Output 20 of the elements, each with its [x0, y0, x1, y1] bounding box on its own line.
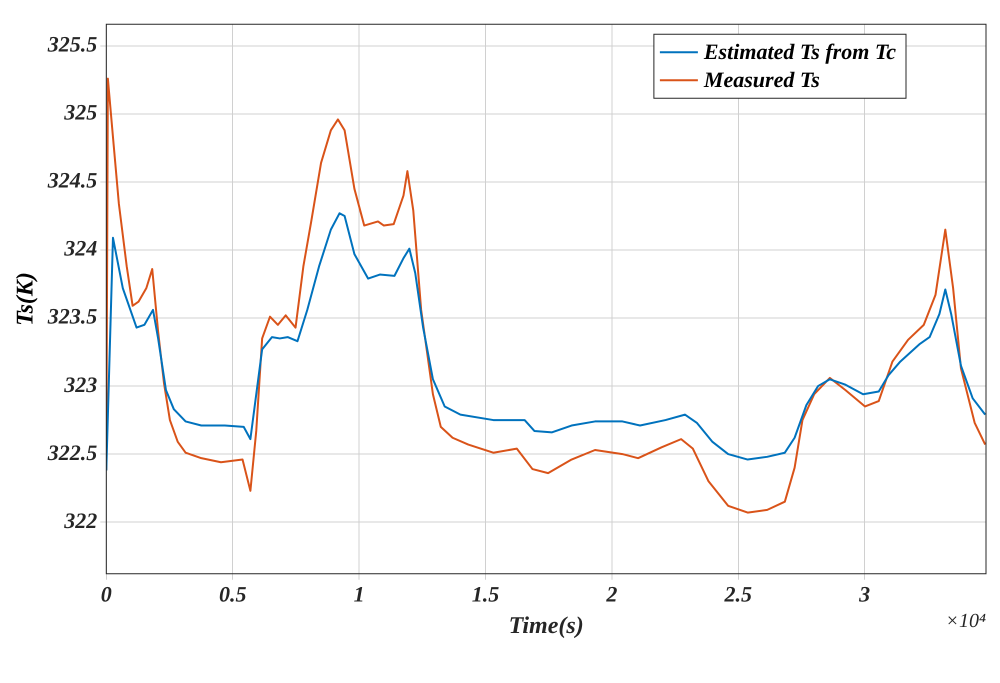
x-tick-label: 1	[354, 582, 365, 607]
y-tick-label: 322.5	[46, 440, 98, 465]
legend-label: Measured Ts	[702, 66, 820, 92]
x-axis-title: Time(s)	[508, 612, 584, 639]
y-tick-label: 325.5	[46, 32, 98, 57]
y-tick-label: 322	[63, 508, 98, 533]
y-axis-title: Ts(K)	[12, 272, 39, 326]
y-tick-label: 324	[63, 236, 98, 261]
x-tick-label: 2	[605, 582, 618, 607]
x-tick-label: 1.5	[472, 582, 500, 607]
x-tick-label: 2.5	[724, 582, 752, 607]
y-tick-label: 324.5	[46, 168, 98, 193]
x-tick-label: 0	[100, 582, 112, 607]
x-tick-label: 0.5	[218, 582, 246, 607]
x-tick-label: 3	[858, 582, 870, 607]
text: ×10⁴	[946, 610, 986, 632]
y-tick-label: 323.5	[46, 304, 98, 329]
y-tick-label: 323	[63, 372, 98, 397]
y-tick-label: 325	[63, 100, 98, 125]
legend-label: Estimated Ts from Tc	[702, 38, 896, 64]
